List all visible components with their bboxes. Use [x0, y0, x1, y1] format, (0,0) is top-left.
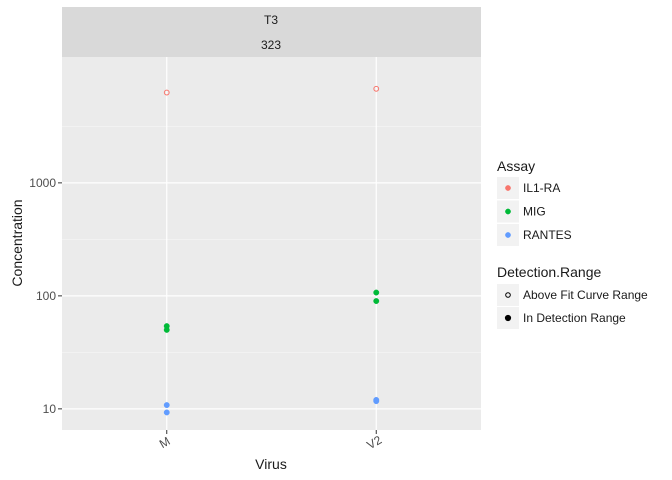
facet-label-2: 323: [261, 38, 281, 52]
legend: Assay IL1-RA MIG RANTES Detection.Range Ab…: [497, 158, 648, 329]
legend-range-label: Above Fit Curve Range: [523, 288, 648, 302]
legend-key-box: [497, 284, 519, 306]
data-point-il1-ra: [163, 89, 170, 96]
data-point-mig: [373, 298, 380, 304]
legend-assay-items: IL1-RA MIG RANTES: [497, 177, 572, 246]
data-point-rantes: [373, 398, 380, 405]
legend-range-label: In Detection Range: [523, 311, 626, 325]
data-point-rantes: [163, 409, 170, 416]
facet-strip-1: [62, 7, 481, 32]
y-tick-label: 10: [43, 402, 57, 416]
grid-minor: [62, 126, 481, 353]
facet-strip-2: [62, 32, 481, 57]
legend-key-dot: [504, 314, 512, 322]
legend-key-dot: [505, 208, 511, 215]
data-point-mig: [163, 326, 170, 333]
legend-assay-label: IL1-RA: [523, 181, 560, 195]
x-axis: M V2: [157, 430, 384, 452]
facet-label-1: T3: [264, 13, 278, 27]
legend-key-dot: [505, 292, 511, 298]
legend-range-items: Above Fit Curve Range In Detection Range: [497, 284, 648, 329]
grid-major: [62, 57, 481, 430]
data-point-il1-ra: [373, 85, 380, 92]
y-axis-title: Concentration: [9, 199, 25, 286]
legend-key-dot: [505, 185, 511, 191]
legend-assay-title: Assay: [497, 158, 535, 174]
data-point-rantes: [163, 402, 170, 409]
legend-range-title: Detection.Range: [497, 264, 602, 280]
y-tick-label: 1000: [29, 176, 56, 190]
data-point-mig: [373, 289, 380, 296]
x-tick-label: V2: [364, 433, 384, 453]
legend-assay-label: RANTES: [523, 228, 572, 242]
plot-panel: [62, 57, 481, 430]
y-tick-label: 100: [36, 289, 56, 303]
y-axis: 10 100 1000: [29, 176, 62, 416]
x-axis-title: Virus: [255, 456, 287, 472]
legend-assay-label: MIG: [523, 205, 546, 219]
legend-key-dot: [505, 232, 511, 238]
data-points: [163, 85, 380, 416]
x-tick-label: M: [157, 434, 173, 451]
